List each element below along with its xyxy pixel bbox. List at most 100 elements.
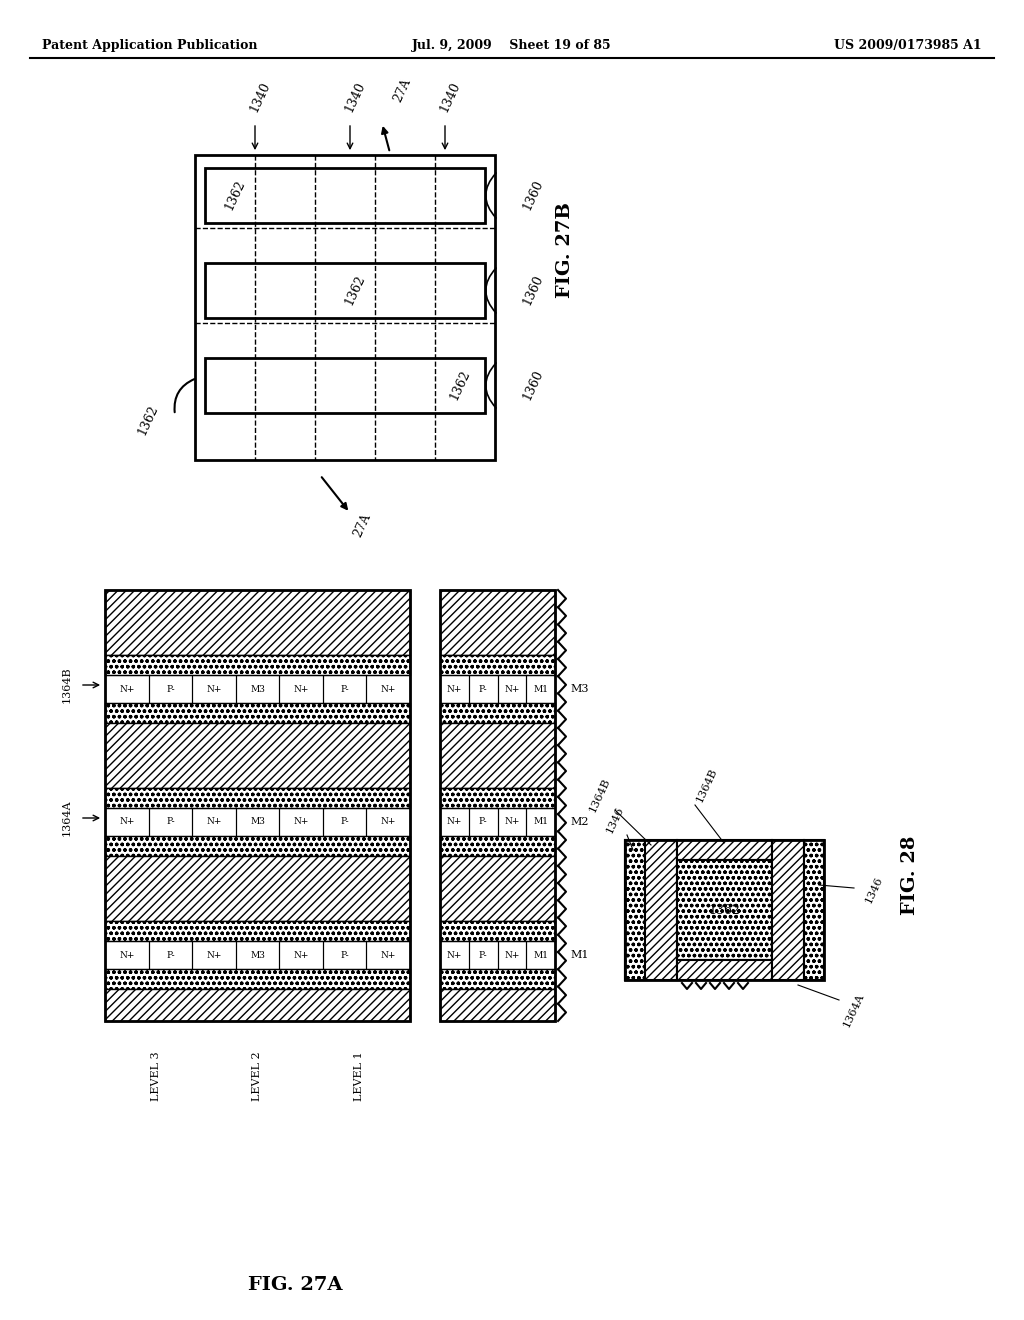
Text: P-: P- (479, 685, 487, 693)
Text: N+: N+ (504, 817, 519, 826)
Text: 1362: 1362 (135, 403, 161, 437)
Text: N+: N+ (504, 950, 519, 960)
Text: M1: M1 (570, 950, 589, 960)
Bar (205, 168, 485, 223)
Bar (440, 704, 555, 723)
Text: 1340: 1340 (248, 79, 272, 115)
Bar (677, 960, 772, 979)
Text: 1346: 1346 (604, 805, 626, 836)
Text: N+: N+ (206, 685, 221, 693)
Bar (440, 969, 555, 989)
Bar (280, 941, 323, 969)
Text: 1362: 1362 (447, 368, 473, 403)
Bar (469, 675, 498, 704)
Bar (498, 941, 526, 969)
Bar (526, 941, 555, 969)
Text: P-: P- (166, 950, 175, 960)
Text: P-: P- (166, 685, 175, 693)
Bar (105, 655, 410, 675)
Text: N+: N+ (119, 685, 134, 693)
Bar (323, 675, 367, 704)
Bar (205, 358, 485, 413)
Text: 1346: 1346 (863, 875, 885, 906)
Bar (193, 808, 236, 836)
Bar (148, 675, 193, 704)
Bar (105, 941, 148, 969)
Text: N+: N+ (446, 817, 462, 826)
Text: N+: N+ (206, 950, 221, 960)
Bar (105, 675, 148, 704)
Text: P-: P- (479, 817, 487, 826)
Text: 1360: 1360 (520, 368, 546, 403)
Bar (677, 840, 772, 861)
Text: 1364B: 1364B (694, 767, 719, 804)
Bar (105, 723, 410, 788)
Bar (105, 836, 410, 855)
Text: 1362: 1362 (342, 273, 368, 308)
Bar (367, 941, 410, 969)
Bar (323, 941, 367, 969)
Text: P-: P- (340, 950, 349, 960)
Bar (526, 808, 555, 836)
Bar (148, 941, 193, 969)
Text: 27A: 27A (391, 77, 413, 104)
Text: 27A: 27A (351, 511, 373, 539)
Text: N+: N+ (206, 817, 221, 826)
Text: N+: N+ (294, 685, 309, 693)
Bar (236, 941, 280, 969)
Text: FIG. 28: FIG. 28 (901, 836, 919, 915)
Bar (625, 840, 645, 979)
Text: 1364A: 1364A (842, 991, 866, 1028)
Text: N+: N+ (119, 817, 134, 826)
Bar (367, 808, 410, 836)
Bar (105, 921, 410, 941)
Text: 1360: 1360 (520, 273, 546, 308)
Text: N+: N+ (446, 950, 462, 960)
Bar (772, 840, 804, 979)
Bar (205, 263, 485, 318)
Bar (236, 675, 280, 704)
Bar (105, 590, 410, 1020)
Bar (440, 921, 555, 941)
Bar (625, 840, 677, 979)
Bar (105, 989, 410, 1020)
Text: N+: N+ (119, 950, 134, 960)
Text: M1: M1 (534, 950, 548, 960)
Bar (440, 675, 469, 704)
Text: N+: N+ (381, 817, 396, 826)
Text: P-: P- (166, 817, 175, 826)
Bar (193, 675, 236, 704)
Bar (105, 855, 410, 921)
Bar (367, 675, 410, 704)
Text: FIG. 27B: FIG. 27B (556, 202, 574, 298)
Bar (105, 808, 148, 836)
Text: 1364B: 1364B (588, 776, 612, 813)
Bar (193, 941, 236, 969)
Bar (498, 808, 526, 836)
Bar (236, 808, 280, 836)
Bar (440, 989, 555, 1020)
Bar (469, 808, 498, 836)
Text: N+: N+ (504, 685, 519, 693)
Bar (440, 808, 469, 836)
Bar (280, 808, 323, 836)
Text: M3: M3 (250, 950, 265, 960)
Bar (469, 941, 498, 969)
Bar (323, 808, 367, 836)
Text: M1: M1 (534, 817, 548, 826)
Bar (440, 788, 555, 808)
Bar (440, 655, 555, 675)
Bar (440, 590, 555, 1020)
Text: N+: N+ (381, 685, 396, 693)
Text: N+: N+ (381, 950, 396, 960)
Text: M2: M2 (570, 817, 589, 828)
Text: 1362: 1362 (708, 903, 740, 916)
Bar (440, 855, 555, 921)
Text: M3: M3 (250, 817, 265, 826)
Text: M3: M3 (570, 684, 589, 694)
Text: M1: M1 (534, 685, 548, 693)
Text: Patent Application Publication: Patent Application Publication (42, 38, 257, 51)
Text: LEVEL 1: LEVEL 1 (354, 1051, 365, 1101)
Bar (195, 154, 495, 459)
Text: P-: P- (479, 950, 487, 960)
